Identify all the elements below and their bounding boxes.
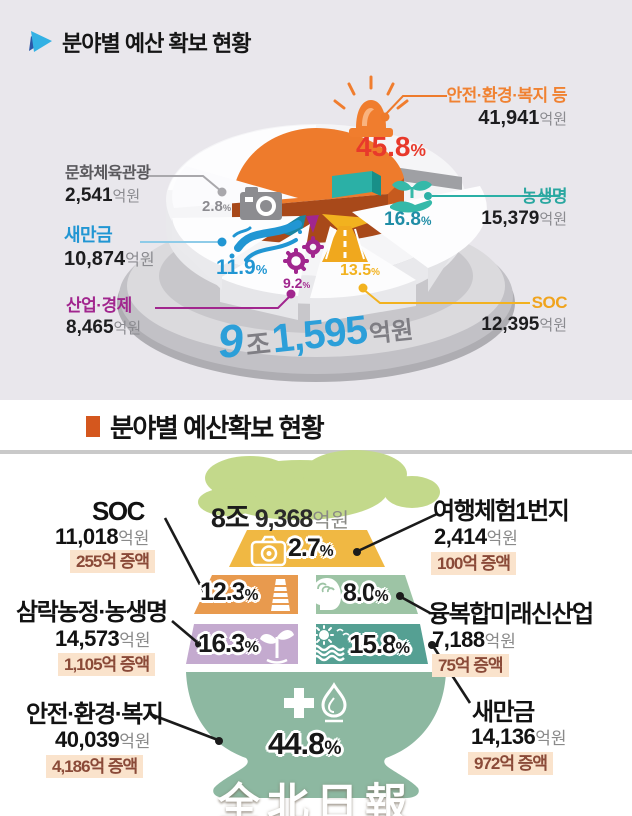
pct-agri: 16.8%: [384, 209, 432, 230]
pct-soc-bottom: 12.3%: [200, 578, 258, 606]
gears-icon: [283, 236, 324, 274]
cross-icon: [284, 688, 314, 718]
callout-industry: 산업·경제 8,465억원: [66, 296, 142, 339]
sprout-icon: [260, 629, 294, 664]
increase-travel: 100억 증액: [431, 552, 517, 575]
bottom-total: 8조 9,368억원: [210, 503, 350, 533]
pct-industry: 9.2%: [283, 275, 311, 291]
hand-plant-icon: [390, 180, 433, 213]
bottom-chart-title-text: 분야별 예산확보 현황: [110, 413, 325, 443]
saemangeum-brush-icon: [229, 220, 302, 262]
block-travel: [229, 530, 385, 567]
increase-agri: 1,105억 증액: [58, 653, 156, 676]
callout-agri: 농생명 15,379억원: [481, 187, 567, 230]
label-newind: 융복합미래신산업: [428, 601, 594, 628]
newspaper-watermark: 全北日報: [217, 780, 414, 816]
tower-icon: [271, 579, 290, 611]
label-agri: 삼락농정·농생명: [16, 599, 168, 626]
pct-culture: 2.8%: [202, 198, 232, 215]
budget-3d-pie-chart: [117, 75, 560, 382]
pie-slice-saemangeum: [172, 216, 300, 290]
callout-safety: 안전·환경·복지 등 41,941억원: [446, 86, 567, 130]
label-saemangeum: 새만금: [472, 699, 535, 726]
increase-saemangeum: 972억 증액: [468, 752, 554, 775]
steam-blob: [198, 450, 440, 520]
bottom-connector-dots: [195, 548, 436, 745]
pct-agri-bottom: 16.3%: [198, 628, 259, 658]
amount-travel: 2,414억원: [434, 524, 518, 549]
label-safety: 안전·환경·복지: [26, 701, 164, 728]
label-travel: 여행체험1번지: [433, 498, 570, 525]
increase-soc: 255억 증액: [70, 550, 156, 573]
block-agri: [186, 624, 298, 664]
pct-safety-bottom: 44.8%: [268, 726, 341, 761]
callout-connectors: [140, 95, 560, 309]
top-chart-section: 분야별 예산 확보 현황: [0, 0, 632, 400]
siren-icon: [333, 75, 409, 137]
pie-slice-agri: [352, 186, 487, 292]
play-arrow-icon: [29, 31, 52, 52]
callout-soc: SOC 12,395억원: [481, 293, 567, 336]
pct-safety: 45.8%: [356, 131, 426, 162]
amount-saemangeum: 14,136억원: [471, 724, 567, 749]
bottom-chart-title: 분야별 예산확보 현황: [86, 408, 325, 445]
bowl-safety: [186, 672, 446, 798]
amount-safety: 40,039억원: [55, 727, 151, 752]
pct-saemangeum-bottom: 15.8%: [349, 629, 410, 659]
callout-culture: 문화체육관광 2,541억원: [65, 165, 151, 206]
bottom-chart-section: 분야별 예산확보 현황: [0, 400, 632, 816]
increase-safety: 4,186억 증액: [46, 755, 144, 778]
title-divider: [0, 450, 632, 454]
camera-icon: [240, 187, 282, 220]
bottom-connectors: [149, 512, 472, 742]
increase-newind: 75억 증액: [432, 654, 509, 677]
pct-saemangeum: 11.9%: [216, 256, 268, 279]
amount-newind: 7,188억원: [432, 627, 516, 652]
camera-outline-icon: [250, 535, 287, 567]
road-icon: [322, 226, 368, 262]
flame-icon: [321, 682, 347, 723]
sun-waves-icon: [311, 625, 350, 662]
budget-pot-chart: [149, 450, 472, 798]
label-soc: SOC: [92, 496, 145, 526]
callout-saemangeum: 새만금 10,874억원: [64, 225, 155, 270]
amount-agri: 14,573억원: [55, 626, 151, 651]
top-chart-title-text: 분야별 예산 확보 현황: [62, 31, 251, 56]
title-square-icon: [86, 416, 100, 437]
top-chart-title: 분야별 예산 확보 현황: [26, 26, 251, 58]
pct-newind: 8.0%: [343, 579, 389, 607]
amount-soc: 11,018억원: [55, 524, 150, 549]
pct-travel: 2.7%: [288, 534, 334, 562]
top-total: 9 조 1,595 억원: [214, 307, 415, 369]
pct-soc: 13.5%: [340, 262, 380, 279]
block-newind: [316, 575, 418, 614]
brain-icon: [312, 578, 341, 610]
